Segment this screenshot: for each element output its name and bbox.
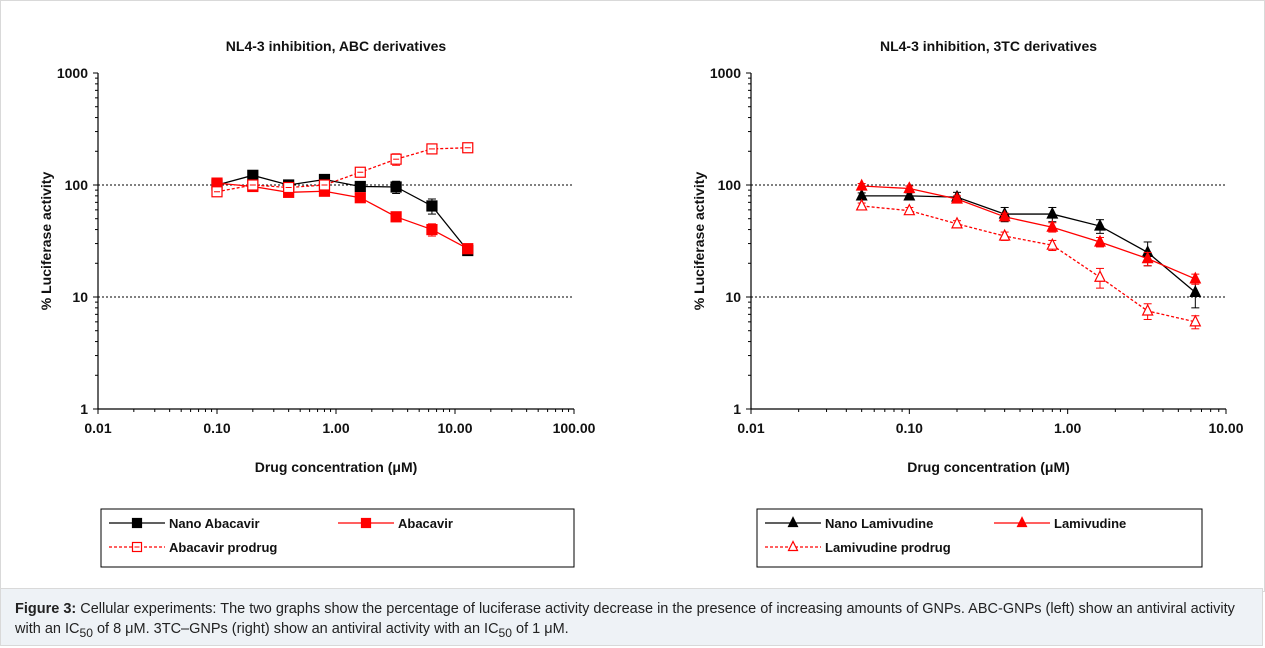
series-line — [216, 182, 469, 250]
series-2 — [855, 178, 1202, 285]
data-point-marker — [390, 181, 402, 193]
y-tick-label: 10 — [725, 289, 741, 305]
series-line — [861, 185, 1196, 280]
y-tick-label: 100 — [65, 177, 89, 193]
y-tick-label: 10 — [72, 289, 88, 305]
data-point-marker — [855, 178, 868, 191]
data-point-marker — [1141, 251, 1154, 264]
legend-label: Nano Lamivudine — [825, 516, 933, 531]
data-point-marker — [1189, 314, 1202, 327]
legend-label: Lamivudine — [1054, 516, 1126, 531]
data-point-marker — [247, 169, 259, 181]
caption-label: Figure 3: — [15, 601, 77, 617]
caption-text-1: Cellular experiments: The two graphs sho… — [15, 601, 1235, 637]
data-point-marker — [1094, 218, 1106, 231]
legend-label: Lamivudine prodrug — [825, 540, 951, 555]
data-point-marker — [998, 228, 1011, 241]
data-point-marker — [903, 203, 916, 216]
data-point-marker — [1016, 516, 1028, 528]
x-tick-label: 0.10 — [896, 420, 923, 436]
data-point-marker — [426, 200, 438, 212]
figure-svg: NL4-3 inhibition, ABC derivatives 1 10 100 1… — [38, 38, 1244, 568]
series-line — [216, 174, 469, 251]
data-point-marker — [855, 188, 868, 201]
data-point-marker — [354, 180, 366, 193]
y-axis-label: % Luciferase activity — [691, 172, 707, 311]
x-axis-label: Drug concentration (μM) — [255, 459, 418, 475]
x-tick-label: 0.01 — [84, 420, 111, 436]
series-line — [861, 195, 1196, 293]
y-tick-label: 1000 — [57, 65, 88, 81]
data-point-marker — [903, 181, 916, 194]
data-point-marker — [951, 216, 963, 229]
x-tick-label: 0.10 — [203, 420, 230, 436]
chart-title: NL4-3 inhibition, ABC derivatives — [226, 38, 447, 54]
legend-label: Abacavir prodrug — [169, 540, 277, 555]
data-point-marker — [951, 191, 963, 204]
data-point-marker — [1094, 234, 1106, 247]
y-tick-label: 1000 — [710, 65, 741, 81]
series-3 — [855, 198, 1202, 330]
x-axis-label: Drug concentration (μM) — [907, 459, 1070, 475]
data-point-marker — [1046, 206, 1059, 219]
series-2 — [211, 177, 474, 255]
x-tick-label: 0.01 — [737, 420, 764, 436]
figure-caption: Figure 3: Cellular experiments: The two … — [0, 588, 1263, 646]
x-tick-label: 1.00 — [1054, 420, 1081, 436]
caption-subscript-1: 50 — [79, 625, 93, 640]
legend-box — [756, 508, 1203, 568]
data-point-marker — [354, 192, 366, 204]
data-point-marker — [1094, 269, 1106, 282]
y-axis-label: % Luciferase activity — [38, 172, 54, 311]
data-point-marker — [855, 198, 868, 211]
caption-text-3: of 1 μM. — [511, 621, 569, 637]
data-point-marker — [131, 517, 143, 529]
data-point-marker — [1189, 271, 1202, 284]
chart-1: NL4-3 inhibition, ABC derivatives 1 10 100 1… — [38, 38, 596, 568]
data-point-marker — [1046, 237, 1059, 250]
legend: Nano Abacavir Abacavir Abacavir prodrug — [100, 508, 575, 568]
legend: Nano Lamivudine Lamivudine Lamivudine prod… — [756, 508, 1203, 568]
legend-box — [100, 508, 575, 568]
caption-text-2: of 8 μM. 3TC–GNPs (right) show an antivi… — [92, 621, 499, 637]
chart-title: NL4-3 inhibition, 3TC derivatives — [880, 38, 1097, 54]
legend-label: Nano Abacavir — [169, 516, 260, 531]
data-point-marker — [426, 223, 438, 236]
data-point-marker — [998, 209, 1011, 222]
data-point-marker — [1189, 285, 1202, 297]
x-tick-label: 10.00 — [1208, 420, 1243, 436]
data-point-marker — [360, 517, 372, 529]
data-point-marker — [1046, 219, 1059, 232]
x-tick-label: 1.00 — [322, 420, 349, 436]
series-line — [216, 147, 468, 193]
y-tick-label: 1 — [733, 401, 741, 417]
data-point-marker — [787, 516, 799, 528]
series-line — [861, 205, 1196, 323]
chart-2: NL4-3 inhibition, 3TC derivatives 1 10 100 1… — [691, 38, 1244, 568]
x-tick-label: 10.00 — [437, 420, 472, 436]
legend-label: Abacavir — [398, 516, 453, 531]
x-tick-label: 100.00 — [553, 420, 596, 436]
data-point-marker — [903, 188, 916, 201]
caption-subscript-2: 50 — [498, 625, 512, 640]
y-tick-label: 1 — [80, 401, 88, 417]
data-point-marker — [462, 243, 474, 255]
figure-frame: NL4-3 inhibition, ABC derivatives 1 10 100 1… — [0, 0, 1265, 592]
y-tick-label: 100 — [718, 177, 742, 193]
data-point-marker — [787, 540, 799, 552]
series-3 — [211, 142, 474, 198]
data-point-marker — [390, 211, 402, 223]
data-point-marker — [1141, 303, 1154, 316]
